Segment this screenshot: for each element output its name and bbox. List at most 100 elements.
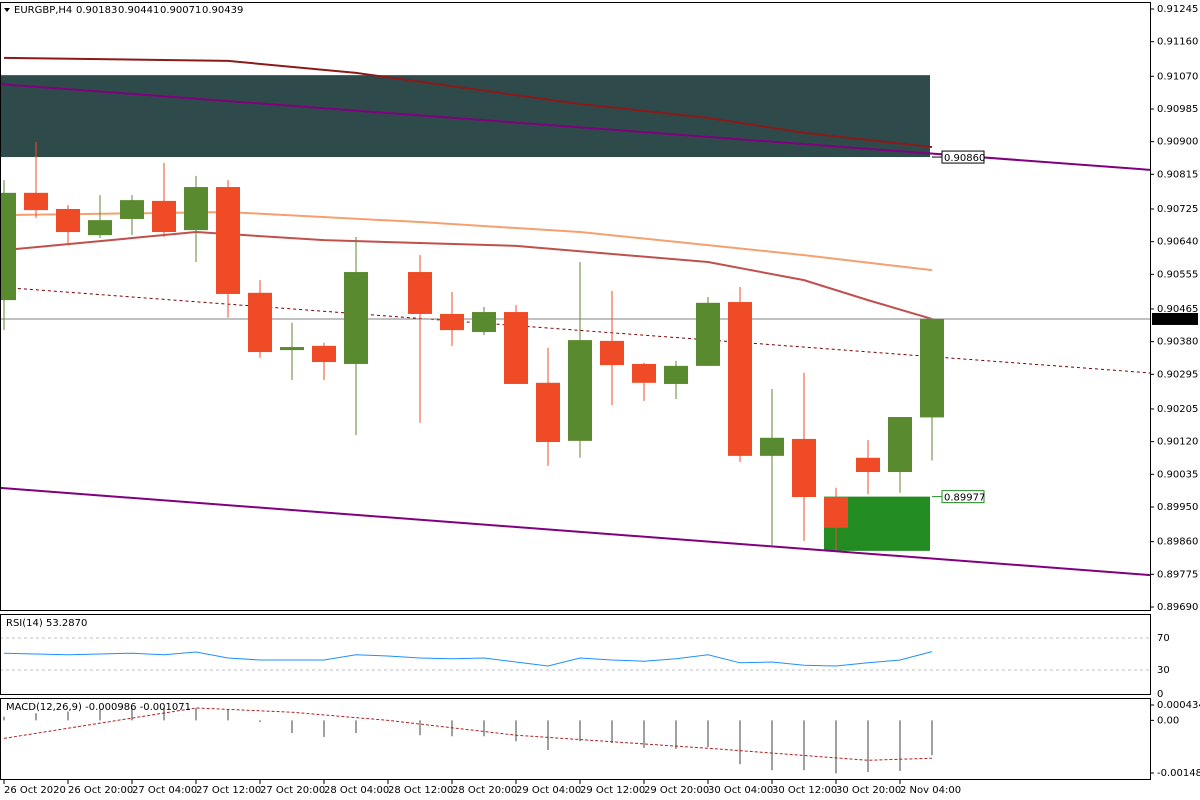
trendline bbox=[0, 286, 1151, 374]
candle-body bbox=[24, 192, 48, 211]
ohlc-high: 0.90441 bbox=[118, 5, 159, 16]
x-tick-label: 27 Oct 20:00 bbox=[260, 785, 325, 796]
macd-bar bbox=[67, 711, 69, 721]
macd-bar bbox=[195, 707, 197, 721]
macd-bar bbox=[611, 720, 613, 743]
x-tick-label: 30 Oct 20:00 bbox=[836, 785, 901, 796]
candle-body bbox=[504, 312, 528, 384]
x-tick-label: 29 Oct 20:00 bbox=[644, 785, 709, 796]
candle-body bbox=[600, 340, 624, 366]
ohlc-close: 0.90439 bbox=[202, 5, 243, 16]
x-tick-label: 26 Oct 2020 bbox=[4, 785, 66, 796]
macd-bar bbox=[483, 720, 485, 737]
rsi-tick-label: 0 bbox=[1157, 689, 1163, 700]
x-tick-label: 26 Oct 20:00 bbox=[68, 785, 133, 796]
y-tick-label: 0.90205 bbox=[1157, 404, 1198, 415]
macd-bar bbox=[227, 709, 229, 721]
plot-layer bbox=[0, 56, 1151, 774]
macd-bar bbox=[643, 720, 645, 748]
y-tick-label: 0.90120 bbox=[1157, 437, 1198, 448]
macd-bar bbox=[707, 720, 709, 748]
candle-body bbox=[536, 382, 560, 443]
candle-body bbox=[888, 417, 912, 473]
y-tick-label: 0.91160 bbox=[1157, 37, 1198, 48]
x-tick-label: 29 Oct 12:00 bbox=[580, 785, 645, 796]
rsi-tick-label: 30 bbox=[1157, 665, 1170, 676]
macd-bar bbox=[355, 720, 357, 734]
candle-body bbox=[856, 457, 880, 473]
macd-bar bbox=[131, 707, 133, 721]
candle-body bbox=[440, 313, 464, 331]
candle-body bbox=[920, 318, 944, 418]
ohlc-low: 0.90071 bbox=[160, 5, 201, 16]
price-label-box bbox=[941, 490, 985, 504]
macd-bar bbox=[675, 720, 677, 749]
x-tick-label: 29 Oct 04:00 bbox=[516, 785, 581, 796]
candle-body bbox=[88, 220, 112, 236]
macd-tick-label: -0.001489 bbox=[1157, 768, 1200, 779]
candle-body bbox=[344, 272, 368, 364]
macd-bar bbox=[451, 720, 453, 737]
macd-bar bbox=[899, 720, 901, 771]
y-tick-label: 0.90295 bbox=[1157, 369, 1198, 380]
candle-body bbox=[792, 438, 816, 498]
rsi-line bbox=[3, 651, 933, 667]
y-tick-label: 0.90725 bbox=[1157, 204, 1198, 215]
macd-bar bbox=[291, 720, 293, 734]
x-tick-label: 2 Nov 04:00 bbox=[900, 785, 961, 796]
y-tick-label: 0.90380 bbox=[1157, 337, 1198, 348]
candle-body bbox=[664, 365, 688, 384]
macd-signal bbox=[3, 707, 933, 761]
x-tick-label: 28 Oct 12:00 bbox=[388, 785, 453, 796]
candle-body bbox=[408, 272, 432, 314]
symbol: EURGBP,H4 bbox=[14, 5, 72, 16]
macd-bar bbox=[99, 709, 101, 721]
macd-bar bbox=[163, 707, 165, 721]
y-tick-label: 0.89690 bbox=[1157, 602, 1198, 613]
macd-bar bbox=[931, 720, 933, 756]
candle-body bbox=[696, 302, 720, 366]
candle-body bbox=[280, 347, 304, 351]
menu-triangle[interactable] bbox=[4, 8, 10, 12]
macd-bar bbox=[579, 720, 581, 742]
candle-body bbox=[56, 208, 80, 233]
macd-tick-label: 0.00 bbox=[1157, 715, 1179, 726]
y-tick-label: 0.90035 bbox=[1157, 469, 1198, 480]
x-tick-label: 27 Oct 04:00 bbox=[132, 785, 197, 796]
macd-bar bbox=[547, 720, 549, 751]
macd-bar bbox=[835, 720, 837, 774]
y-tick-label: 0.90815 bbox=[1157, 169, 1198, 180]
y-tick-label: 0.89950 bbox=[1157, 502, 1198, 513]
trendline bbox=[0, 486, 1151, 577]
y-tick-label: 0.90985 bbox=[1157, 104, 1198, 115]
rsi-frame bbox=[0, 614, 1151, 695]
ohlc-open: 0.90183 bbox=[76, 5, 117, 16]
macd-bar bbox=[771, 720, 773, 771]
macd-bar bbox=[323, 720, 325, 737]
candle-body bbox=[0, 192, 16, 301]
macd-label: MACD(12,26,9) -0.000986 -0.001071 bbox=[6, 702, 191, 713]
y-tick-label: 0.90900 bbox=[1157, 137, 1198, 148]
x-tick-label: 28 Oct 04:00 bbox=[324, 785, 389, 796]
y-tick-label: 0.90640 bbox=[1157, 237, 1198, 248]
rsi-tick-label: 70 bbox=[1157, 633, 1170, 644]
macd-bar bbox=[419, 720, 421, 736]
macd-bar bbox=[515, 720, 517, 742]
macd-frame bbox=[0, 698, 1151, 780]
candle-body bbox=[728, 302, 752, 456]
moving-average bbox=[3, 56, 933, 149]
macd-bar bbox=[867, 720, 869, 772]
y-tick-label: 0.90555 bbox=[1157, 269, 1198, 280]
y-tick-label: 0.89860 bbox=[1157, 537, 1198, 548]
current-price-label: 0.90439 bbox=[1156, 315, 1197, 326]
y-tick-label: 0.89775 bbox=[1157, 569, 1198, 580]
candle-body bbox=[568, 340, 592, 441]
macd-bar bbox=[259, 720, 261, 723]
candle-body bbox=[184, 187, 208, 231]
price-label: 0.89977 bbox=[944, 493, 985, 504]
x-tick-label: 27 Oct 12:00 bbox=[196, 785, 261, 796]
x-tick-label: 30 Oct 04:00 bbox=[708, 785, 773, 796]
candle-body bbox=[824, 497, 848, 528]
candle-body bbox=[312, 345, 336, 363]
